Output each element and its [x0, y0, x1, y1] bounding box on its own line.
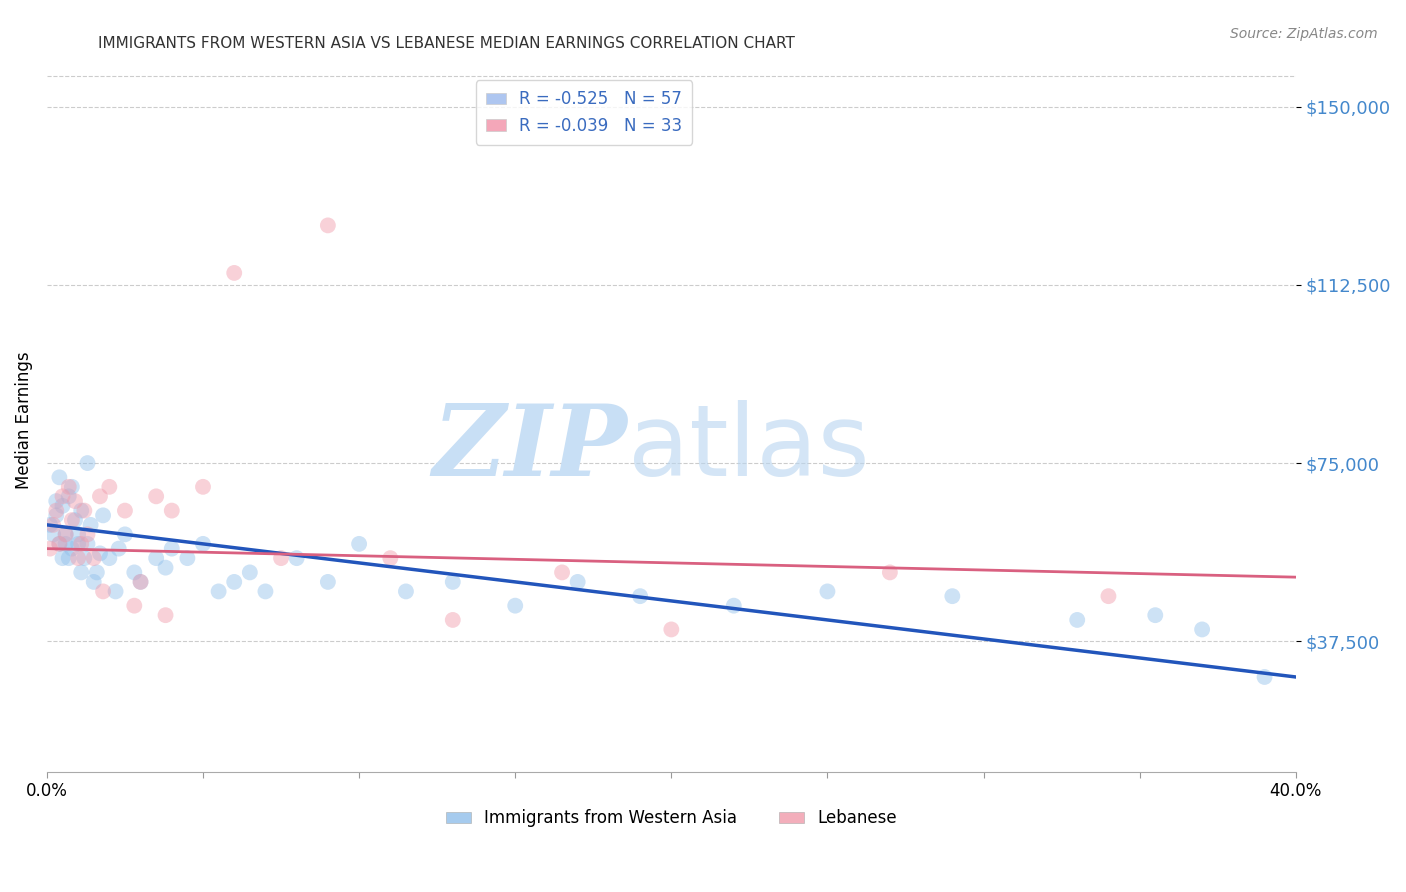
Point [176, 551, 198, 566]
Point [67, 537, 90, 551]
Point [73, 503, 96, 517]
Point [395, 584, 418, 599]
Point [39, 541, 62, 556]
Point [224, 574, 246, 589]
Point [98, 480, 121, 494]
Point [51, 489, 73, 503]
Point [441, 574, 464, 589]
Point [129, 574, 152, 589]
Text: IMMIGRANTS FROM WESTERN ASIA VS LEBANESE MEDIAN EARNINGS CORRELATION CHART: IMMIGRANTS FROM WESTERN ASIA VS LEBANESE… [98, 36, 796, 51]
Y-axis label: Median Earnings: Median Earnings [15, 351, 32, 489]
Point [91, 508, 114, 523]
Point [155, 608, 177, 623]
Point [347, 537, 370, 551]
Point [48, 537, 70, 551]
Point [285, 551, 308, 566]
Point [254, 584, 277, 599]
Point [58, 551, 80, 566]
Point [191, 537, 214, 551]
Point [567, 574, 589, 589]
Point [941, 589, 963, 603]
Point [51, 551, 73, 566]
Point [55, 527, 77, 541]
Point [89, 546, 111, 560]
Point [76, 456, 98, 470]
Point [70, 537, 93, 551]
Point [83, 574, 105, 589]
Text: ZIP: ZIP [433, 401, 627, 497]
Point [503, 599, 526, 613]
Point [628, 589, 651, 603]
Point [76, 537, 98, 551]
Point [191, 480, 214, 494]
Point [316, 574, 339, 589]
Point [1097, 589, 1119, 603]
Legend: Immigrants from Western Asia, Lebanese: Immigrants from Western Asia, Lebanese [439, 803, 904, 834]
Point [63, 513, 86, 527]
Point [129, 574, 152, 589]
Point [60, 541, 83, 556]
Point [107, 541, 129, 556]
Point [55, 537, 77, 551]
Point [70, 566, 93, 580]
Point [145, 489, 167, 503]
Point [45, 508, 67, 523]
Point [51, 499, 73, 513]
Point [160, 541, 183, 556]
Point [723, 599, 745, 613]
Point [42, 517, 65, 532]
Point [91, 584, 114, 599]
Point [67, 551, 90, 566]
Point [89, 489, 111, 503]
Point [155, 560, 177, 574]
Point [145, 551, 167, 566]
Point [114, 503, 136, 517]
Point [659, 623, 682, 637]
Point [67, 527, 90, 541]
Point [380, 551, 402, 566]
Point [48, 537, 70, 551]
Point [1191, 623, 1213, 637]
Point [1144, 608, 1167, 623]
Point [124, 599, 146, 613]
Point [316, 219, 339, 233]
Point [124, 566, 146, 580]
Point [270, 551, 292, 566]
Point [39, 517, 62, 532]
Point [1253, 670, 1275, 684]
Point [441, 613, 464, 627]
Point [1066, 613, 1088, 627]
Point [104, 584, 127, 599]
Text: Source: ZipAtlas.com: Source: ZipAtlas.com [1230, 27, 1378, 41]
Point [45, 503, 67, 517]
Point [60, 480, 83, 494]
Point [55, 527, 77, 541]
Point [45, 494, 67, 508]
Point [70, 503, 93, 517]
Point [60, 513, 83, 527]
Point [86, 566, 108, 580]
Point [58, 489, 80, 503]
Point [207, 584, 229, 599]
Point [42, 527, 65, 541]
Point [48, 470, 70, 484]
Point [551, 566, 574, 580]
Point [160, 503, 183, 517]
Point [79, 517, 101, 532]
Point [63, 494, 86, 508]
Point [114, 527, 136, 541]
Point [224, 266, 246, 280]
Point [239, 566, 262, 580]
Text: atlas: atlas [627, 400, 869, 497]
Point [879, 566, 901, 580]
Point [76, 527, 98, 541]
Point [817, 584, 839, 599]
Point [58, 480, 80, 494]
Point [98, 551, 121, 566]
Point [83, 551, 105, 566]
Point [73, 551, 96, 566]
